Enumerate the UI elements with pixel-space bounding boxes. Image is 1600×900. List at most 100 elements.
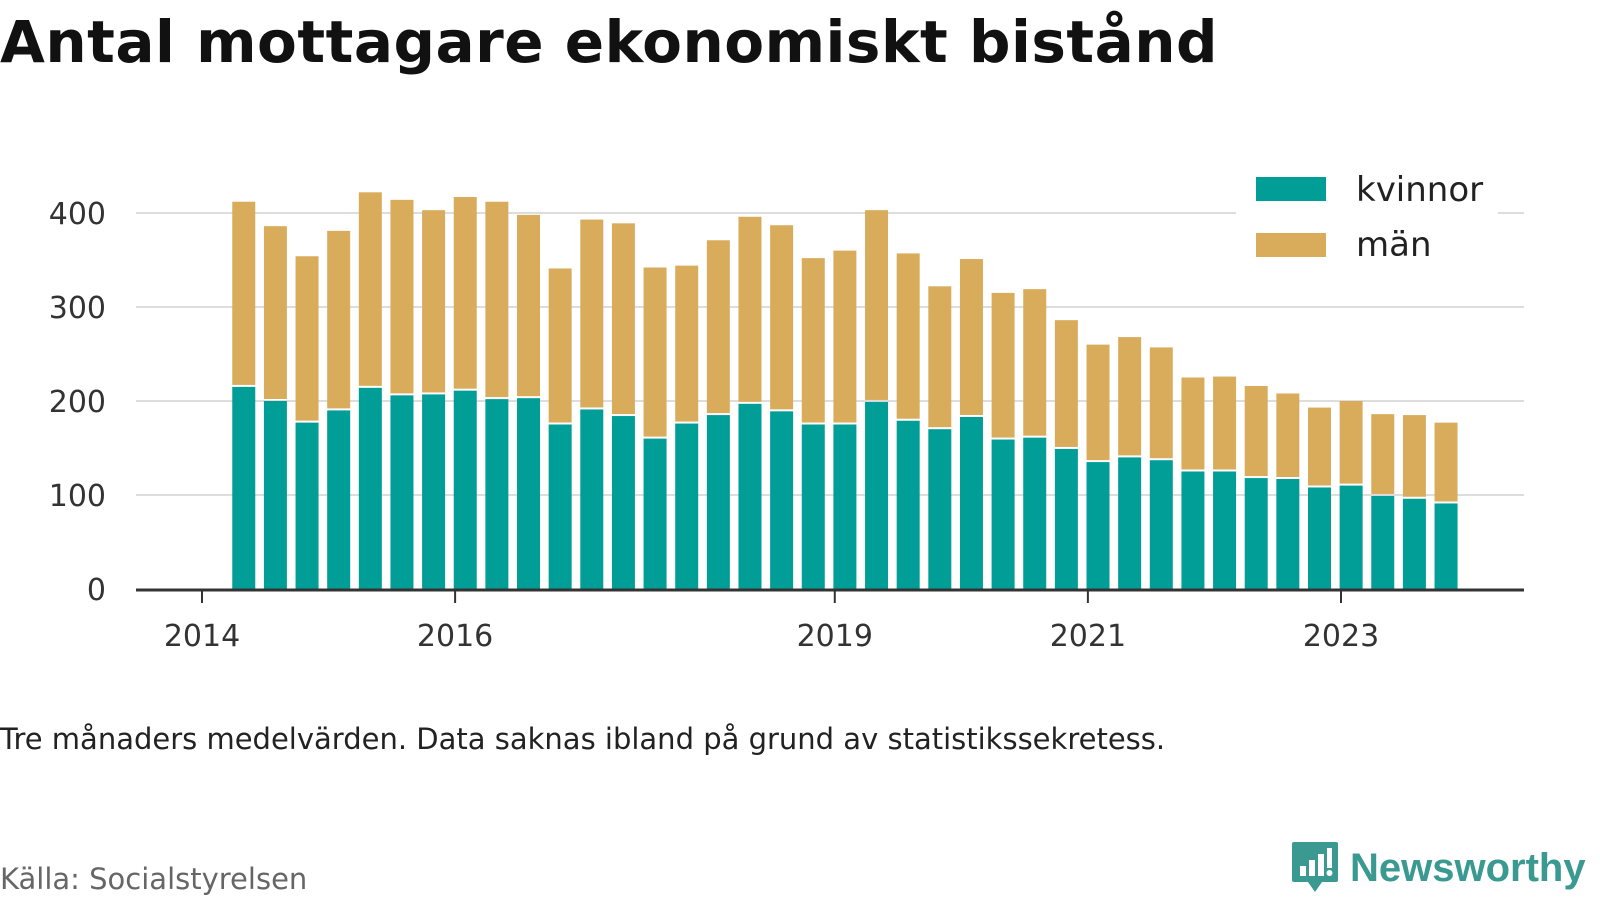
bar-man <box>422 210 446 393</box>
bar-man <box>1181 377 1205 470</box>
bar-kvinnor <box>643 438 667 589</box>
bar-kvinnor <box>611 416 635 589</box>
legend-label-man: män <box>1356 225 1432 265</box>
stacked-bar-chart: 0 100 200 300 400 2014 2016 2019 2021 2023 kvinn… <box>48 158 1524 654</box>
bar-man <box>327 230 351 409</box>
bar-man <box>896 253 920 419</box>
y-tick-label: 400 <box>49 197 106 232</box>
bar-kvinnor <box>738 403 762 589</box>
x-tick-label: 2019 <box>797 619 873 654</box>
bar-man <box>1149 347 1173 459</box>
legend-label-kvinnor: kvinnor <box>1356 170 1483 210</box>
legend-swatch-kvinnor <box>1256 177 1326 201</box>
bar-man <box>1339 401 1363 484</box>
bar-kvinnor <box>1213 471 1237 589</box>
legend: kvinnor män <box>1236 158 1498 276</box>
newsworthy-logo-icon <box>1292 842 1338 892</box>
legend-swatch-man <box>1256 233 1326 257</box>
bar-kvinnor <box>865 401 889 589</box>
y-tick-label: 200 <box>49 385 106 420</box>
bar-man <box>548 268 572 423</box>
bar-man <box>1023 289 1047 436</box>
source-credit: Källa: Socialstyrelsen <box>0 862 308 896</box>
bar-kvinnor <box>548 424 572 589</box>
bar-man <box>1054 320 1078 447</box>
bar-man <box>1213 376 1237 470</box>
bar-kvinnor <box>1307 487 1331 589</box>
bar-kvinnor <box>1371 495 1395 589</box>
bar-man <box>1276 393 1300 478</box>
bar-man <box>738 216 762 402</box>
bar-man <box>580 219 604 408</box>
bar-man <box>1402 415 1426 497</box>
bar-man <box>928 286 952 428</box>
x-tick-label: 2023 <box>1303 619 1379 654</box>
bar-kvinnor <box>1244 478 1268 589</box>
bar-man <box>833 250 857 423</box>
x-tick-label: 2021 <box>1050 619 1126 654</box>
bar-kvinnor <box>991 439 1015 589</box>
bar-man <box>517 214 541 397</box>
bar-kvinnor <box>485 399 509 589</box>
bar-man <box>295 256 319 421</box>
bar-kvinnor <box>422 394 446 589</box>
bar-kvinnor <box>1118 457 1142 589</box>
bar-man <box>770 225 794 410</box>
bar-kvinnor <box>1149 460 1173 589</box>
bar-kvinnor <box>675 423 699 589</box>
bar-man <box>675 265 699 422</box>
bar-man <box>232 201 256 385</box>
bar-kvinnor <box>1023 437 1047 589</box>
bar-kvinnor <box>358 387 382 589</box>
bar-man <box>1118 337 1142 456</box>
bar-man <box>1434 422 1458 502</box>
bar-kvinnor <box>1434 503 1458 589</box>
bar-man <box>801 258 825 423</box>
bar-man <box>959 259 983 415</box>
bar-kvinnor <box>896 420 920 589</box>
chart-note: Tre månaders medelvärden. Data saknas ib… <box>0 722 1166 756</box>
x-tick-label: 2014 <box>164 619 240 654</box>
bar-man <box>865 210 889 400</box>
bar-kvinnor <box>390 395 414 589</box>
bar-man <box>390 199 414 394</box>
bar-kvinnor <box>232 386 256 589</box>
bar-kvinnor <box>1181 471 1205 589</box>
bar-kvinnor <box>928 429 952 589</box>
bar-kvinnor <box>453 390 477 589</box>
y-tick-label: 300 <box>49 291 106 326</box>
bar-man <box>453 197 477 389</box>
bar-man <box>1086 344 1110 461</box>
bar-kvinnor <box>1276 479 1300 589</box>
bar-kvinnor <box>706 415 730 589</box>
bar-kvinnor <box>770 411 794 589</box>
y-tick-label: 0 <box>87 573 106 608</box>
bar-kvinnor <box>517 398 541 589</box>
bar-kvinnor <box>580 409 604 589</box>
brand-name: Newsworthy <box>1350 845 1586 890</box>
bar-series <box>232 192 1458 589</box>
bar-man <box>1307 407 1331 486</box>
bar-kvinnor <box>327 410 351 589</box>
bar-man <box>706 240 730 414</box>
bar-man <box>643 267 667 437</box>
x-axis-ticks: 2014 2016 2019 2021 2023 <box>164 590 1379 654</box>
bar-man <box>1371 414 1395 494</box>
bar-kvinnor <box>1402 498 1426 589</box>
bar-kvinnor <box>1086 462 1110 589</box>
y-tick-label: 100 <box>49 479 106 514</box>
bar-man <box>358 192 382 386</box>
bar-man <box>1244 385 1268 477</box>
bar-man <box>611 223 635 415</box>
bar-man <box>263 226 287 399</box>
bar-kvinnor <box>959 416 983 589</box>
bar-kvinnor <box>833 424 857 589</box>
bar-kvinnor <box>1054 448 1078 589</box>
bar-kvinnor <box>801 424 825 589</box>
x-tick-label: 2016 <box>417 619 493 654</box>
bar-man <box>485 201 509 398</box>
bar-kvinnor <box>1339 485 1363 589</box>
chart-title: Antal mottagare ekonomiskt bistånd <box>0 8 1219 76</box>
y-axis-ticks: 0 100 200 300 400 <box>49 197 106 608</box>
newsworthy-brand[interactable]: Newsworthy <box>1290 840 1586 896</box>
